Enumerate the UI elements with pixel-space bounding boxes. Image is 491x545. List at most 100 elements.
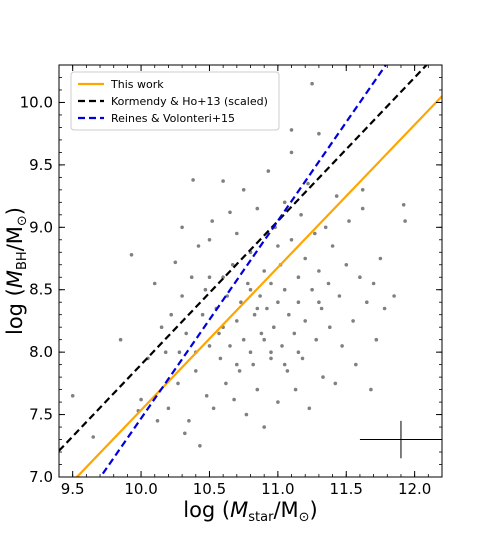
scatter-point xyxy=(360,188,365,192)
scatter-point xyxy=(321,375,325,379)
scatter-point xyxy=(241,188,246,192)
error-bar xyxy=(359,420,442,459)
scatter-point xyxy=(276,400,280,404)
scatter-point xyxy=(255,306,260,311)
x-tick-label: 11.5 xyxy=(330,480,363,498)
scatter-point xyxy=(314,337,319,342)
scatter-point xyxy=(300,356,305,361)
scatter-point xyxy=(289,150,294,155)
scatter-point xyxy=(262,269,267,273)
scatter-point xyxy=(310,81,314,86)
scatter-point xyxy=(251,362,255,367)
scatter-point xyxy=(317,269,321,273)
scatter-point xyxy=(228,344,232,348)
y-tick-label: 8.0 xyxy=(29,343,53,361)
fit-lines xyxy=(59,65,442,477)
scatter-point xyxy=(203,287,208,292)
scatter-point xyxy=(91,435,95,439)
scatter-point xyxy=(303,319,308,323)
scatter-point xyxy=(310,287,314,292)
scatter-point xyxy=(337,294,342,298)
scatter-point xyxy=(262,337,267,342)
scatter-point xyxy=(319,306,324,311)
scatter-point xyxy=(207,344,212,348)
scatter-point xyxy=(307,406,312,411)
scatter-point xyxy=(282,200,287,205)
scatter-point xyxy=(276,300,280,305)
scatter-point xyxy=(306,181,310,186)
y-tick-label: 9.5 xyxy=(29,156,53,174)
x-tick-label: 12.0 xyxy=(398,480,431,498)
scatter-point xyxy=(266,169,271,173)
scatter-point xyxy=(248,350,253,355)
scatter-point xyxy=(358,275,362,280)
scatter-point xyxy=(392,294,396,298)
legend: This work Kormendy & Ho+13 (scaled) Rein… xyxy=(70,71,280,131)
scatter-point xyxy=(347,219,351,223)
scatter-point xyxy=(224,381,228,386)
scatter-point xyxy=(169,312,173,317)
scatter-point xyxy=(246,281,250,286)
scatter-point xyxy=(403,219,407,223)
legend-label-this-work: This work xyxy=(110,78,164,91)
legend-label-kormendy-ho: Kormendy & Ho+13 (scaled) xyxy=(111,95,268,108)
scatter-point xyxy=(272,325,276,330)
scatter-point xyxy=(374,337,379,342)
scatter-point xyxy=(155,419,160,423)
scatter-point xyxy=(289,128,294,132)
scatter-point xyxy=(200,312,205,317)
scatter-point xyxy=(207,238,212,242)
scatter-point xyxy=(196,244,201,248)
scatter-point xyxy=(326,281,331,286)
scatter-point xyxy=(334,194,339,198)
scatter-point xyxy=(183,431,187,436)
scatter-point xyxy=(252,312,257,317)
scatter-point xyxy=(280,344,284,348)
scatter-point xyxy=(328,325,332,330)
scatter-point xyxy=(371,281,376,286)
scatter-point xyxy=(299,213,303,217)
scatter-point xyxy=(166,406,171,411)
scatter-point xyxy=(401,203,406,207)
scatter-point xyxy=(210,219,214,223)
scatter-point xyxy=(237,369,242,373)
y-tick-label: 7.5 xyxy=(29,406,53,424)
scatter-point xyxy=(187,419,191,423)
scatter-point xyxy=(248,287,253,292)
scatter-point xyxy=(176,381,180,386)
scatter-point xyxy=(184,331,188,336)
scatter-point xyxy=(177,350,182,355)
legend-box xyxy=(70,71,280,131)
scatter-point xyxy=(70,394,75,398)
scatter-point xyxy=(351,319,355,323)
scatter-point xyxy=(217,331,221,336)
scatter-point xyxy=(180,225,184,230)
scatter-point xyxy=(289,238,294,242)
scatter-point xyxy=(330,244,335,248)
scatter-point xyxy=(191,178,195,182)
scatter-point xyxy=(369,387,373,392)
x-axis-label: log (Mstar/M⊙) xyxy=(183,498,318,525)
scatter-point xyxy=(218,356,223,361)
scatter-point xyxy=(255,206,260,211)
scatter-point xyxy=(239,300,243,305)
y-tick-label: 10.0 xyxy=(20,93,53,111)
scatter-point xyxy=(259,331,264,336)
scatter-points xyxy=(70,81,407,448)
x-tick-label: 10.0 xyxy=(124,480,157,498)
scatter-point xyxy=(344,263,349,267)
scatter-point xyxy=(360,206,365,211)
series-line-0 xyxy=(75,95,442,477)
scatter-point xyxy=(204,394,209,398)
scatter-point xyxy=(255,387,260,392)
scatter-point xyxy=(269,356,273,361)
scatter-point xyxy=(163,350,168,355)
scatter-point xyxy=(354,362,358,367)
scatter-point xyxy=(221,179,225,183)
scatter-point xyxy=(292,331,297,336)
y-axis-label: log (MBH/M⊙) xyxy=(3,207,30,335)
scatter-point xyxy=(258,294,262,298)
axis-ticks: 9.5 10.0 10.5 11.0 11.5 12.0 7.0 7.5 8.0 8.5 9.0 9.… xyxy=(20,64,443,498)
scatter-point xyxy=(228,210,232,215)
scatter-point xyxy=(365,300,369,305)
